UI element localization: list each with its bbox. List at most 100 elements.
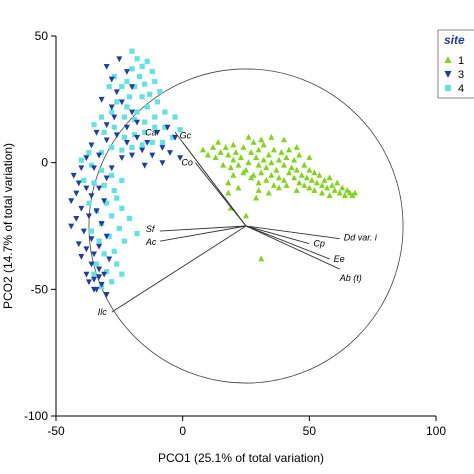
point-site-4 bbox=[111, 248, 117, 254]
point-site-1 bbox=[270, 182, 277, 188]
point-site-4 bbox=[104, 269, 110, 275]
vector-line bbox=[111, 225, 247, 313]
point-site-4 bbox=[78, 157, 84, 163]
point-site-1 bbox=[273, 166, 280, 173]
point-site-3 bbox=[91, 165, 97, 172]
point-site-1 bbox=[286, 169, 293, 176]
point-site-1 bbox=[283, 182, 290, 188]
legend-label-site-3: 3 bbox=[458, 69, 464, 81]
point-site-3 bbox=[78, 165, 85, 172]
point-site-3 bbox=[123, 69, 130, 75]
point-site-3 bbox=[154, 129, 161, 136]
point-site-1 bbox=[217, 149, 224, 155]
y-tick-label: -100 bbox=[24, 409, 48, 423]
point-site-3 bbox=[96, 274, 103, 281]
point-site-3 bbox=[116, 56, 123, 63]
point-site-4 bbox=[93, 261, 100, 267]
point-site-3 bbox=[149, 152, 156, 159]
point-site-4 bbox=[106, 233, 112, 239]
point-site-4 bbox=[86, 200, 92, 206]
point-site-4 bbox=[114, 99, 120, 105]
point-site-1 bbox=[258, 255, 265, 262]
point-site-3 bbox=[88, 236, 95, 243]
point-site-1 bbox=[329, 182, 336, 188]
point-site-3 bbox=[68, 198, 75, 205]
point-site-1 bbox=[240, 144, 247, 150]
vector-label: Ac bbox=[145, 237, 157, 247]
point-site-3 bbox=[113, 132, 120, 139]
point-site-1 bbox=[319, 182, 325, 188]
point-site-1 bbox=[220, 161, 227, 168]
legend-title: site bbox=[444, 33, 465, 47]
point-site-4 bbox=[99, 167, 105, 173]
point-site-1 bbox=[258, 136, 265, 143]
correlation-circle-outline bbox=[88, 68, 404, 384]
point-site-4 bbox=[139, 94, 145, 100]
point-site-1 bbox=[265, 151, 272, 158]
point-site-1 bbox=[288, 164, 295, 171]
vector-label: Ee bbox=[334, 254, 345, 264]
point-site-3 bbox=[96, 243, 103, 250]
point-site-1 bbox=[286, 146, 293, 153]
point-site-1 bbox=[230, 156, 237, 163]
point-site-3 bbox=[129, 84, 135, 91]
point-site-3 bbox=[108, 104, 115, 111]
vector-label: Dd var. i bbox=[344, 233, 378, 243]
x-tick-label: 50 bbox=[303, 424, 317, 438]
point-site-3 bbox=[93, 208, 100, 215]
point-site-1 bbox=[306, 184, 313, 191]
point-site-3 bbox=[134, 134, 141, 141]
point-site-4 bbox=[119, 205, 125, 211]
point-site-1 bbox=[334, 179, 341, 186]
point-site-3 bbox=[108, 165, 115, 172]
point-site-4 bbox=[119, 147, 125, 153]
point-site-1 bbox=[296, 179, 303, 186]
point-site-3 bbox=[96, 185, 103, 192]
y-tick-label: -50 bbox=[31, 282, 49, 296]
point-site-3 bbox=[83, 155, 90, 161]
vector-label: Sf bbox=[146, 224, 156, 234]
point-site-4 bbox=[109, 279, 115, 285]
point-site-1 bbox=[260, 141, 267, 148]
point-site-1 bbox=[263, 164, 270, 171]
point-site-3 bbox=[144, 140, 151, 146]
point-site-4 bbox=[111, 187, 117, 194]
x-axis-title: PCO1 (25.1% of total variation) bbox=[158, 451, 324, 465]
point-site-1 bbox=[344, 187, 351, 193]
point-site-3 bbox=[101, 198, 108, 205]
point-site-4 bbox=[177, 127, 183, 133]
point-site-3 bbox=[68, 223, 75, 230]
point-site-3 bbox=[139, 147, 146, 154]
point-site-4 bbox=[149, 139, 155, 145]
point-site-4 bbox=[126, 94, 133, 100]
vector-line bbox=[159, 225, 247, 242]
point-site-4 bbox=[134, 231, 140, 237]
point-site-3 bbox=[98, 96, 105, 103]
vector-label: Co bbox=[181, 158, 193, 168]
point-site-4 bbox=[114, 195, 120, 201]
point-site-1 bbox=[199, 146, 206, 153]
point-site-4 bbox=[129, 66, 135, 72]
point-site-4 bbox=[109, 144, 115, 151]
legend-box bbox=[437, 29, 474, 99]
point-site-3 bbox=[73, 216, 80, 222]
point-site-4 bbox=[147, 91, 153, 97]
point-site-1 bbox=[331, 187, 338, 193]
point-site-1 bbox=[298, 171, 305, 178]
point-site-3 bbox=[159, 145, 166, 151]
point-site-1 bbox=[275, 174, 282, 181]
vector-overlay: Ca Gc Co Sf Ac Cp Dd var. i Ee Ab (t) Ilc bbox=[98, 127, 378, 317]
vector-label: Cp bbox=[313, 239, 325, 249]
point-site-1 bbox=[306, 166, 313, 173]
vector-line bbox=[245, 225, 330, 260]
point-site-3 bbox=[103, 64, 110, 70]
point-site-1 bbox=[275, 156, 282, 163]
point-site-1 bbox=[339, 184, 346, 191]
point-site-3 bbox=[80, 228, 87, 235]
point-site-1 bbox=[291, 156, 298, 163]
point-site-1 bbox=[326, 174, 333, 181]
point-site-4 bbox=[172, 114, 178, 120]
point-site-4 bbox=[109, 172, 115, 178]
point-site-4 bbox=[162, 109, 168, 115]
point-site-4 bbox=[88, 228, 95, 234]
